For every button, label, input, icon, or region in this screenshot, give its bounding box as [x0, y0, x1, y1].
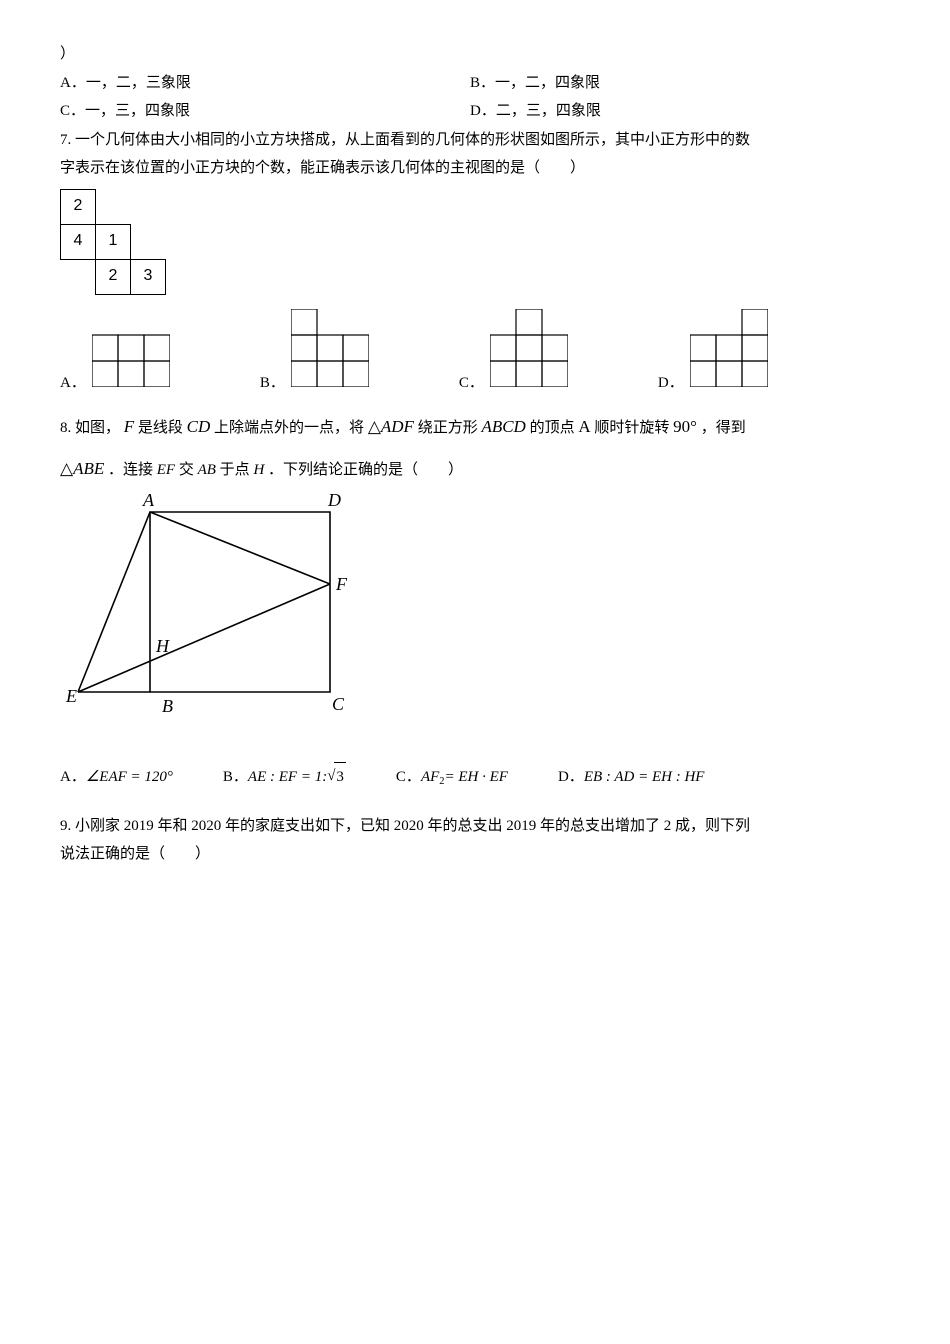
- q8b-label: B．: [223, 763, 248, 792]
- q8-options: A． ∠EAF = 120° B． AE : EF = 1: √3 C． AF2…: [60, 762, 880, 792]
- opt-c-label: C．: [459, 369, 484, 398]
- geom-label-C: C: [332, 694, 345, 714]
- q9: 9. 小刚家 2019 年和 2020 年的家庭支出如下，已知 2020 年的总…: [60, 812, 880, 841]
- q8-p7: ，得到: [701, 420, 746, 436]
- shape-d-icon: [690, 309, 768, 398]
- geom-label-E: E: [65, 686, 77, 706]
- q7-opt-d: D．: [658, 309, 768, 398]
- q8d-expr: EB : AD = EH : HF: [584, 763, 705, 792]
- q6-opt-d: D．二，三，四象限: [470, 97, 880, 126]
- q8-l2d: ．下列结论正确的是（ ）: [268, 462, 463, 478]
- q8a-label: A．: [60, 763, 86, 792]
- q8-90: 90°: [673, 417, 697, 436]
- geom-label-A: A: [142, 492, 155, 510]
- q8-H: H: [253, 462, 264, 478]
- opt-d-label: D．: [658, 369, 684, 398]
- q9-stem-2: 说法正确的是（ ）: [60, 840, 880, 869]
- q8-l2b: 交: [179, 462, 198, 478]
- q7-opt-a: A．: [60, 309, 170, 398]
- q8-opt-d: D． EB : AD = EH : HF: [558, 763, 705, 792]
- q8-ABE: ABE: [73, 459, 104, 478]
- q6-opt-c: C．一，三，四象限: [60, 97, 470, 126]
- geom-label-H: H: [155, 636, 170, 656]
- q7-stem-1: 一个几何体由大小相同的小立方块搭成，从上面看到的几何体的形状图如图所示，其中小正…: [75, 132, 750, 148]
- q8c-label: C．: [396, 763, 421, 792]
- geom-label-B: B: [162, 696, 173, 716]
- q8-opt-c: C． AF2 = EH · EF: [396, 763, 508, 792]
- q7-opt-c: C．: [459, 309, 568, 398]
- q8-stem-line2: △ABE ．连接 EF 交 AB 于点 H ．下列结论正确的是（ ）: [60, 453, 880, 485]
- shape-b-icon: [291, 309, 369, 398]
- q7-opt-b: B．: [260, 309, 369, 398]
- q8-A: A: [578, 417, 590, 436]
- q7-option-row: A． B． C． D．: [60, 309, 880, 398]
- sqrt-icon: √3: [327, 762, 346, 792]
- q8a-expr: ∠EAF = 120°: [86, 763, 173, 792]
- tri-icon-1: △: [368, 417, 381, 436]
- opt-a-label: A．: [60, 369, 86, 398]
- opt-b-label: B．: [260, 369, 285, 398]
- dangling-paren: ）: [60, 40, 880, 69]
- q8-p5: 的顶点: [530, 420, 575, 436]
- q8-figure: A D F C B E H: [60, 492, 880, 733]
- q8-l2a: ．连接: [108, 462, 157, 478]
- q8d-label: D．: [558, 763, 584, 792]
- q8b-radicand: 3: [334, 762, 346, 792]
- q6-options: A．一，二，三象限 B．一，二，四象限 C．一，三，四象限 D．二，三，四象限: [60, 69, 880, 126]
- q6-opt-a: A．一，二，三象限: [60, 69, 470, 98]
- q8-opt-a: A． ∠EAF = 120°: [60, 763, 173, 792]
- q7-stem-2: 字表示在该位置的小正方块的个数，能正确表示该几何体的主视图的是（ ）: [60, 154, 880, 183]
- q8-p3: 上除端点外的一点，将: [214, 420, 364, 436]
- q8-number: 8.: [60, 420, 71, 436]
- q8-p1: 如图，: [75, 420, 120, 436]
- q9-number: 9.: [60, 818, 71, 834]
- q8-p4: 绕正方形: [418, 420, 478, 436]
- q8-p2: 是线段: [138, 420, 183, 436]
- q8-AB: AB: [198, 462, 216, 478]
- q8-stem-line1: 8. 如图， F 是线段 CD 上除端点外的一点，将 △ADF 绕正方形 ABC…: [60, 411, 880, 443]
- q7-top-grid: 24123: [60, 189, 880, 295]
- q8-ABCD: ABCD: [481, 417, 525, 436]
- q8c-lhs: AF: [421, 763, 439, 792]
- q7-number: 7.: [60, 132, 71, 148]
- geom-label-F: F: [335, 574, 348, 594]
- q8-l2c: 于点: [220, 462, 254, 478]
- shape-c-icon: [490, 309, 568, 398]
- q8c-rhs: = EH · EF: [445, 763, 508, 792]
- tri-icon-2: △: [60, 459, 73, 478]
- q6-opt-b: B．一，二，四象限: [470, 69, 880, 98]
- q7: 7. 一个几何体由大小相同的小立方块搭成，从上面看到的几何体的形状图如图所示，其…: [60, 126, 880, 155]
- q8-EF: EF: [157, 462, 175, 478]
- q8-p6: 顺时针旋转: [594, 420, 669, 436]
- q8-ADF: ADF: [381, 417, 414, 436]
- q8-F: F: [124, 417, 134, 436]
- q8b-prefix: AE : EF = 1:: [248, 763, 327, 792]
- shape-a-icon: [92, 309, 170, 398]
- q8-CD: CD: [187, 417, 211, 436]
- q9-stem-1: 小刚家 2019 年和 2020 年的家庭支出如下，已知 2020 年的总支出 …: [75, 818, 750, 834]
- q8-opt-b: B． AE : EF = 1: √3: [223, 762, 346, 792]
- geom-label-D: D: [327, 492, 341, 510]
